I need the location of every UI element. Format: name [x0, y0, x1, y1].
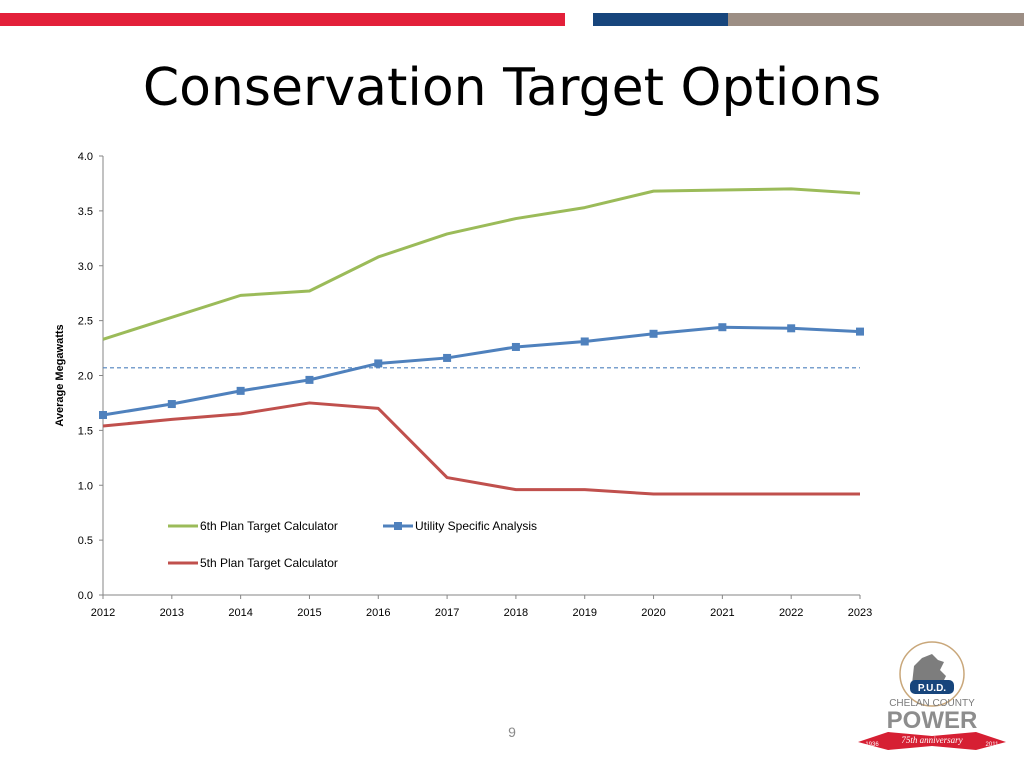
x-tick-label: 2014	[228, 607, 252, 619]
series-point-utility-specific-analysis	[374, 359, 383, 368]
x-tick-label: 2015	[297, 607, 321, 619]
logo-brand: POWER	[887, 707, 978, 734]
series-point-utility-specific-analysis	[580, 337, 589, 346]
x-tick-label: 2012	[91, 607, 115, 619]
series-point-utility-specific-analysis	[856, 327, 864, 336]
slide-title: Conservation Target Options	[142, 58, 882, 118]
series-point-utility-specific-analysis	[787, 324, 796, 333]
legend-label: 5th Plan Target Calculator	[200, 556, 338, 570]
logo-year-left: 1936	[865, 742, 879, 748]
y-tick-label: 3.5	[78, 206, 93, 218]
series-line-5th-plan-target-calculator	[102, 401, 860, 496]
series-line-utility-specific-analysis	[102, 325, 861, 417]
y-tick-label: 1.0	[78, 480, 93, 492]
y-tick-label: 2.5	[78, 316, 93, 328]
series-point-utility-specific-analysis	[236, 386, 245, 395]
legend-label: 6th Plan Target Calculator	[200, 519, 338, 533]
x-tick-label: 2022	[779, 607, 803, 619]
x-tick-label: 2013	[160, 607, 184, 619]
x-tick-label: 2016	[366, 607, 390, 619]
x-tick-label: 2023	[848, 607, 872, 619]
series-line-6th-plan-target-calculator	[102, 187, 861, 341]
y-tick-label: 4.0	[78, 151, 93, 163]
horse-head-icon	[912, 654, 946, 684]
x-tick-label: 2017	[435, 607, 459, 619]
line-chart: 0.0 0.5 1.0 1.5 2.0 2.5 3.0 3.5 4.0 2012 2013 2014 2…	[54, 151, 872, 619]
legend-marker	[394, 522, 402, 530]
chelan-county-power-logo: P.U.D. CHELAN COUNTY POWER 75th annivers…	[858, 641, 1006, 750]
series-point-utility-specific-analysis	[511, 342, 520, 351]
x-tick-label: 2020	[641, 607, 665, 619]
series-point-utility-specific-analysis	[443, 353, 452, 362]
legend-label: Utility Specific Analysis	[415, 519, 537, 533]
logo-year-right: 2011	[986, 742, 1000, 748]
slide-number: 9	[508, 724, 516, 740]
logo-ribbon	[858, 732, 1006, 750]
y-tick-label: 0.0	[78, 590, 93, 602]
y-tick-label: 0.5	[78, 535, 93, 547]
series-point-utility-specific-analysis	[99, 411, 107, 420]
y-tick-label: 2.0	[78, 371, 93, 383]
x-tick-label: 2018	[504, 607, 528, 619]
header-bar-blue	[593, 13, 728, 26]
series-point-utility-specific-analysis	[167, 400, 176, 409]
x-tick-label: 2021	[710, 607, 734, 619]
pud-badge	[910, 680, 954, 694]
pud-badge-text: P.U.D.	[918, 683, 946, 694]
y-tick-label: 1.5	[78, 425, 93, 437]
y-axis-label: Average Megawatts	[54, 324, 66, 426]
header-bar-taupe	[728, 13, 1024, 26]
logo-ribbon-text: 75th anniversary	[901, 735, 962, 745]
y-tick-label: 3.0	[78, 261, 93, 273]
x-tick-label: 2019	[572, 607, 596, 619]
series-point-utility-specific-analysis	[649, 329, 658, 338]
series-point-utility-specific-analysis	[305, 375, 314, 384]
header-bar-red	[0, 13, 565, 26]
series-point-utility-specific-analysis	[718, 323, 727, 332]
logo-org: CHELAN COUNTY	[889, 698, 975, 709]
